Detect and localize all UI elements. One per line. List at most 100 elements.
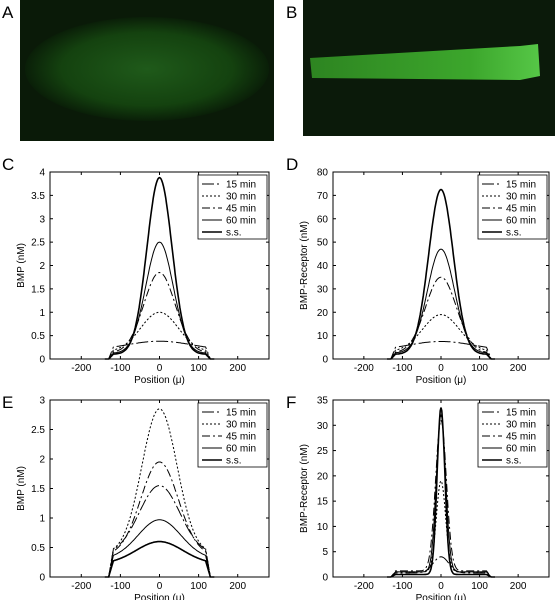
x-tick-label-f-3: 100	[471, 581, 488, 592]
y-tick-label-f-7: 35	[317, 396, 329, 407]
y-tick-label-c-3: 1.5	[31, 284, 45, 295]
y-tick-label-f-5: 25	[317, 446, 329, 457]
series-line-c-2	[104, 271, 215, 360]
y-tick-label-f-1: 5	[322, 547, 328, 558]
x-tick-label-d-3: 100	[471, 363, 488, 374]
series-line-f-0	[387, 556, 495, 578]
x-tick-label-c-1: -100	[110, 363, 130, 374]
panel-label-a: A	[2, 3, 14, 22]
series-line-f-2	[387, 419, 495, 578]
x-axis-label-f: Position (μ)	[416, 593, 467, 600]
x-axis-label-c: Position (μ)	[134, 375, 185, 386]
legend-label-d-2: 45 min	[506, 204, 536, 215]
x-tick-label-f-2: 0	[438, 581, 444, 592]
panel-label-c: C	[2, 155, 14, 174]
y-tick-label-f-6: 30	[317, 421, 329, 432]
legend-label-c-4: s.s.	[226, 228, 242, 239]
legend-label-d-1: 30 min	[506, 192, 536, 203]
y-tick-label-e-4: 2	[39, 455, 45, 466]
y-tick-label-c-4: 2	[39, 261, 45, 272]
legend-label-c-3: 60 min	[226, 216, 256, 227]
series-line-d-0	[387, 341, 495, 360]
series-line-d-3	[387, 248, 495, 360]
panel-label-f: F	[286, 393, 296, 412]
legend-box-f	[477, 402, 548, 468]
x-axis-label-e: Position (μ)	[134, 593, 185, 600]
legend-box-e	[197, 402, 268, 468]
series-line-d-1	[387, 314, 495, 360]
series-line-d-4	[387, 188, 495, 360]
y-tick-label-d-5: 50	[317, 238, 329, 249]
x-tick-label-d-4: 200	[510, 363, 527, 374]
x-tick-label-f-4: 200	[510, 581, 527, 592]
legend-label-e-3: 60 min	[226, 444, 256, 455]
legend-box-d	[477, 174, 548, 240]
legend-box-c	[197, 174, 268, 240]
y-tick-label-e-3: 1.5	[31, 484, 45, 495]
x-tick-label-c-0: -200	[71, 363, 91, 374]
series-line-e-0	[104, 485, 215, 578]
x-tick-label-f-0: -200	[354, 581, 374, 592]
series-line-c-4	[104, 176, 215, 360]
legend-label-f-0: 15 min	[506, 408, 536, 419]
legend-label-c-1: 30 min	[226, 192, 256, 203]
x-tick-label-c-2: 0	[157, 363, 163, 374]
x-axis-label-d: Position (μ)	[416, 375, 467, 386]
y-axis-label-f: BMP-Receptor (nM)	[299, 444, 310, 533]
micrograph-b	[303, 0, 555, 136]
x-tick-label-e-1: -100	[110, 581, 130, 592]
y-tick-label-c-2: 1	[39, 308, 45, 319]
series-line-e-1	[104, 408, 215, 578]
y-tick-label-c-5: 2.5	[31, 238, 45, 249]
x-tick-label-d-2: 0	[438, 363, 444, 374]
chart-d: 0 10 20 30 40 50 60 70 80 -200 -100 0 100 200 Position…	[299, 168, 550, 386]
legend-label-d-0: 15 min	[506, 180, 536, 191]
y-tick-label-e-6: 3	[39, 396, 45, 407]
y-axis-label-d: BMP-Receptor (nM)	[299, 221, 310, 310]
y-tick-label-f-0: 0	[322, 573, 328, 584]
legend-label-c-2: 45 min	[226, 204, 256, 215]
chart-e: 0 0.5 1 1.5 2 2.5 3 -200 -100 0 100 200 Position (μ)…	[16, 396, 270, 600]
series-line-c-1	[104, 311, 215, 360]
y-tick-label-d-3: 30	[317, 284, 329, 295]
y-tick-label-d-1: 10	[317, 331, 329, 342]
y-tick-label-d-4: 40	[317, 261, 329, 272]
legend-label-f-2: 45 min	[506, 432, 536, 443]
legend-label-f-4: s.s.	[506, 456, 522, 467]
y-tick-label-d-6: 60	[317, 214, 329, 225]
legend-label-e-1: 30 min	[226, 420, 256, 431]
x-tick-label-e-0: -200	[71, 581, 91, 592]
y-tick-label-c-8: 4	[39, 168, 45, 179]
y-axis-label-e: BMP (nM)	[16, 466, 27, 511]
y-tick-label-e-0: 0	[39, 573, 45, 584]
x-tick-label-d-1: -100	[392, 363, 412, 374]
series-line-c-3	[104, 241, 215, 360]
panel-label-b: B	[286, 3, 297, 22]
y-tick-label-c-0: 0	[39, 355, 45, 366]
series-line-e-4	[104, 540, 215, 578]
y-tick-label-c-1: 0.5	[31, 331, 45, 342]
y-tick-label-f-3: 15	[317, 497, 329, 508]
series-line-e-3	[104, 519, 215, 578]
micrograph-a	[20, 0, 274, 141]
panel-label-d: D	[286, 155, 298, 174]
legend-label-f-1: 30 min	[506, 420, 536, 431]
y-tick-label-c-7: 3.5	[31, 191, 45, 202]
y-tick-label-e-2: 1	[39, 514, 45, 525]
series-line-d-2	[387, 276, 495, 360]
panel-label-e: E	[2, 393, 13, 412]
x-tick-label-f-1: -100	[392, 581, 412, 592]
series-line-f-3	[387, 413, 495, 578]
y-tick-label-c-6: 3	[39, 214, 45, 225]
x-tick-label-c-3: 100	[190, 363, 207, 374]
x-tick-label-e-4: 200	[229, 581, 246, 592]
legend-label-d-4: s.s.	[506, 228, 522, 239]
y-tick-label-d-0: 0	[322, 355, 328, 366]
legend-label-f-3: 60 min	[506, 444, 536, 455]
x-tick-label-e-2: 0	[157, 581, 163, 592]
legend-label-c-0: 15 min	[226, 180, 256, 191]
x-tick-label-e-3: 100	[190, 581, 207, 592]
chart-f: 0 5 10 15 20 25 30 35 -200 -100 0 100 200 Position (μ…	[299, 396, 550, 600]
chart-c: 0 0.5 1 1.5 2 2.5 3 3.5 4 -200 -100 0 100 200 Position…	[16, 168, 270, 386]
